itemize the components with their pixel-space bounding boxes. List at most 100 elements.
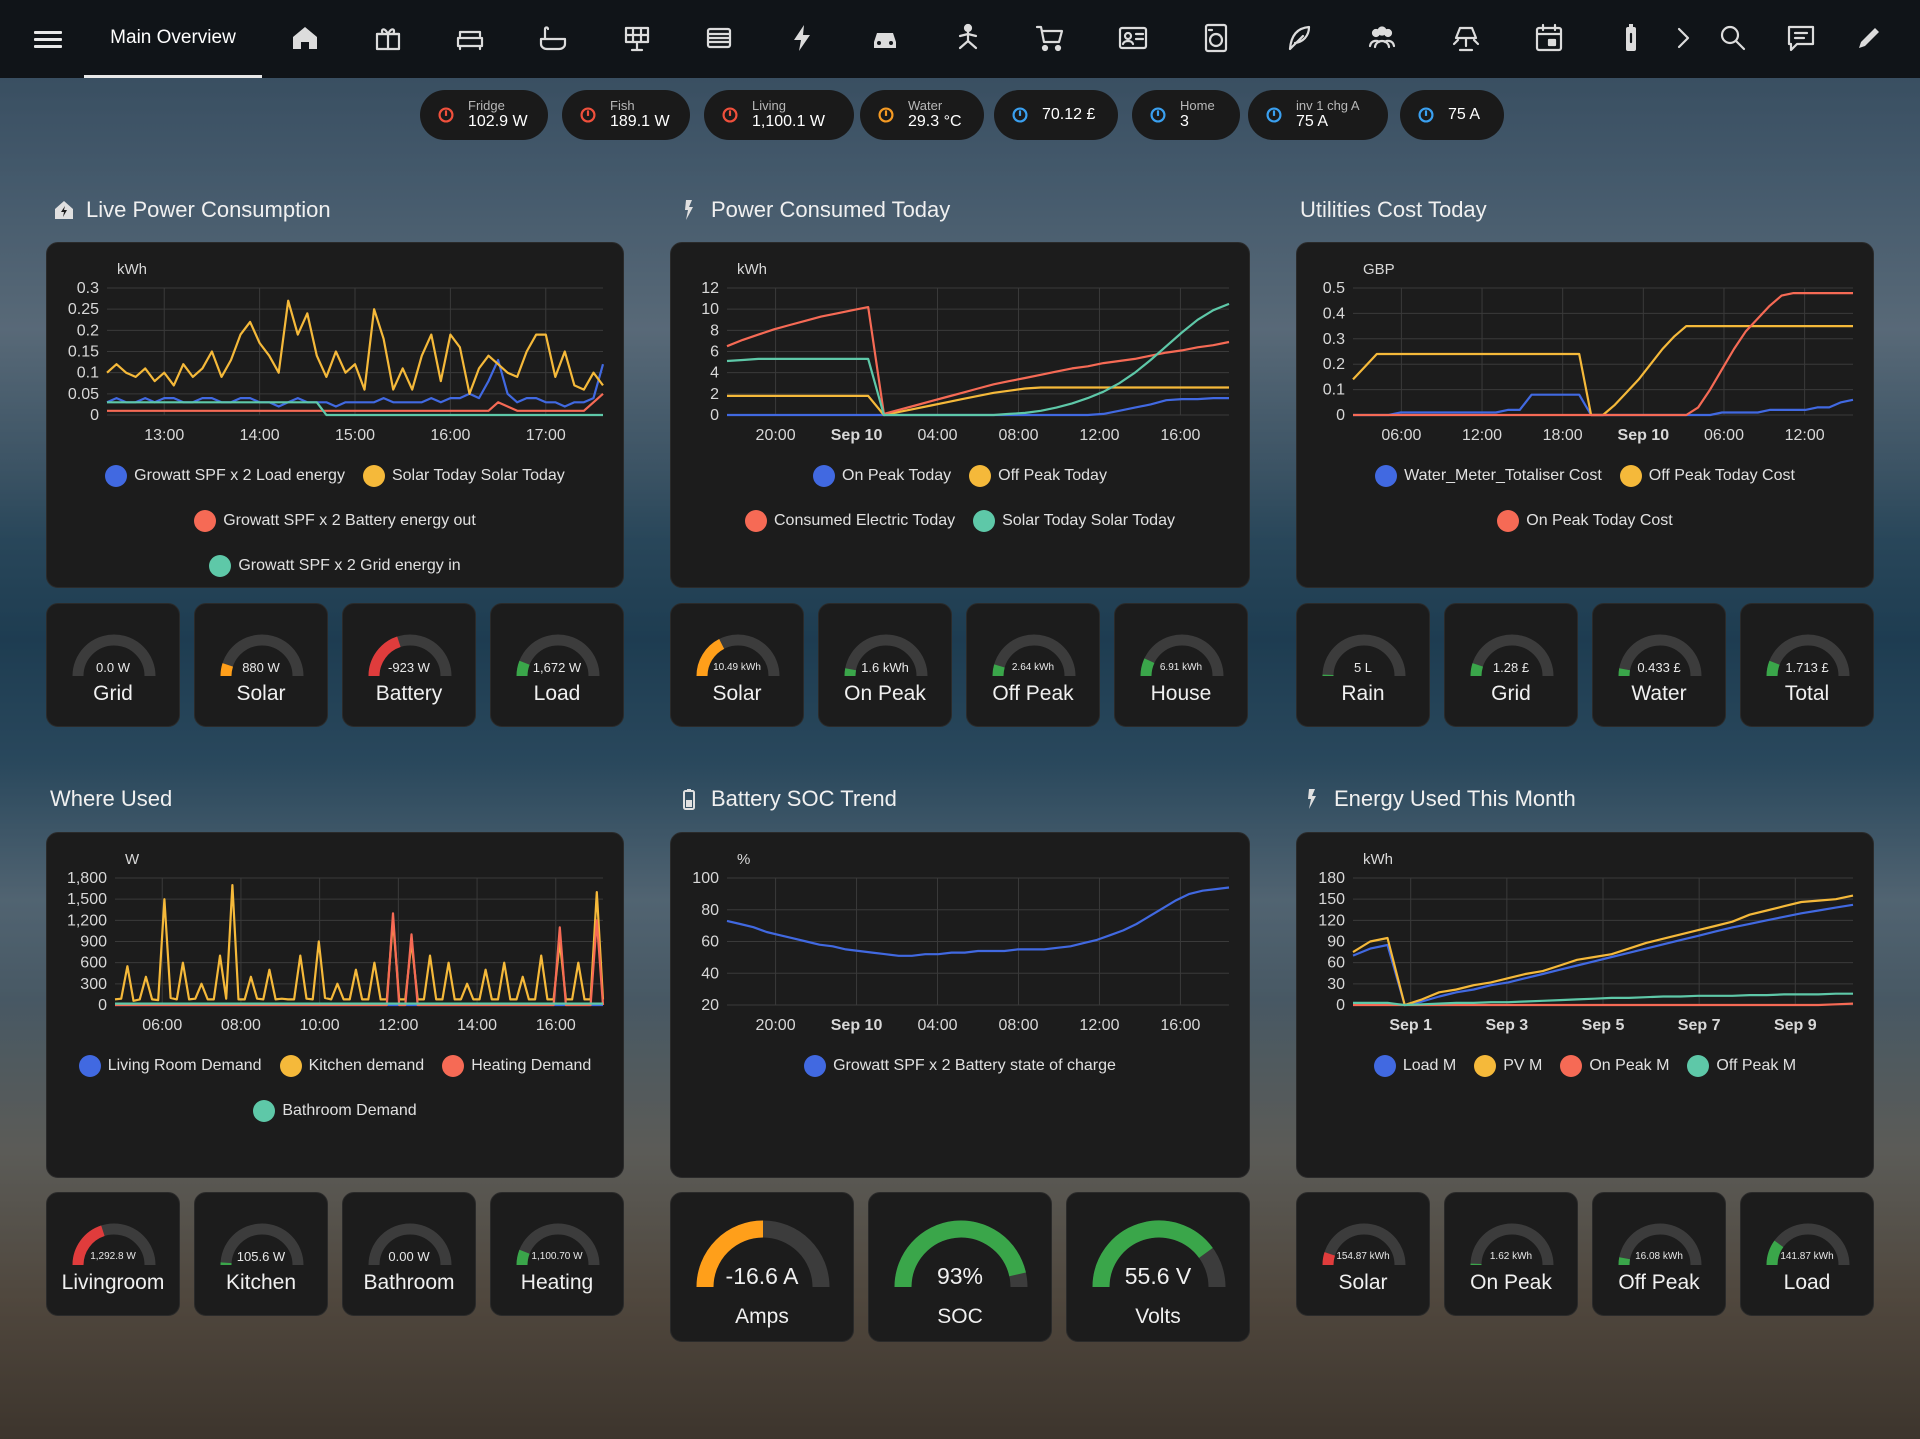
legend-item-off-peak-today[interactable]: Off Peak Today — [969, 465, 1107, 487]
menu-icon[interactable] — [34, 27, 62, 51]
gauge-card-grid[interactable]: 0.0 W Grid — [46, 603, 180, 727]
legend-item-bathroom-demand[interactable]: Bathroom Demand — [253, 1100, 417, 1122]
gauge-card-load[interactable]: 141.87 kWh Load — [1740, 1192, 1874, 1316]
gauge-card-bathroom[interactable]: 0.00 W Bathroom — [342, 1192, 476, 1316]
series-line-water-meter-totaliser-cost[interactable] — [1353, 393, 1854, 417]
gauge-card-kitchen[interactable]: 105.6 W Kitchen — [194, 1192, 328, 1316]
series-line-growatt-spf-x-2-battery-energy-out[interactable] — [107, 392, 604, 412]
legend-label: Heating Demand — [471, 1057, 592, 1074]
legend-item-off-peak-today-cost[interactable]: Off Peak Today Cost — [1619, 465, 1795, 487]
series-line-solar-today-solar-today[interactable] — [726, 302, 1230, 417]
series-line-on-peak-today[interactable] — [727, 397, 1229, 417]
series-line-solar-today-solar-today[interactable] — [106, 299, 604, 395]
legend-item-growatt-spf-x-2-battery-energy-out[interactable]: Growatt SPF x 2 Battery energy out — [194, 510, 476, 532]
chart-today[interactable]: kWh 0 2 4 6 8 10 12 20:00 Sep 10 04:00 08:00 12:00 16… — [671, 243, 1251, 453]
gauge-card-house[interactable]: 6.91 kWh House — [1114, 603, 1248, 727]
home-icon[interactable] — [289, 22, 321, 54]
status-chip-inv-1-chg-a[interactable]: inv 1 chg A 75 A — [1248, 90, 1388, 140]
gauge-card-load[interactable]: 1,672 W Load — [490, 603, 624, 727]
series-line-off-peak-today[interactable] — [727, 386, 1229, 417]
legend-item-consumed-electric-today[interactable]: Consumed Electric Today — [745, 510, 955, 532]
series-line-on-peak-m[interactable] — [1353, 1002, 1854, 1007]
gauge-card-battery[interactable]: -923 W Battery — [342, 603, 476, 727]
legend-item-off-peak-m[interactable]: Off Peak M — [1687, 1055, 1796, 1077]
search-icon[interactable] — [1717, 22, 1749, 54]
series-line-consumed-electric-today[interactable] — [726, 305, 1230, 415]
car-icon[interactable] — [869, 22, 901, 54]
cart-icon[interactable] — [1034, 22, 1066, 54]
pencil-icon[interactable] — [1853, 22, 1885, 54]
battery-icon[interactable] — [1615, 22, 1647, 54]
legend-item-on-peak-today-cost[interactable]: On Peak Today Cost — [1497, 510, 1673, 532]
status-chip-chip-7[interactable]: 75 A — [1400, 90, 1504, 140]
gauge-card-on-peak[interactable]: 1.62 kWh On Peak — [1444, 1192, 1578, 1316]
series-line-off-peak-today-cost[interactable] — [1352, 324, 1853, 417]
status-chip-living[interactable]: Living 1,100.1 W — [704, 90, 854, 140]
status-chip-chip-4[interactable]: 70.12 £ — [994, 90, 1118, 140]
battery-gauge-soc[interactable]: 93% SOC — [868, 1192, 1052, 1342]
legend-item-on-peak-m[interactable]: On Peak M — [1560, 1055, 1669, 1077]
gauge-card-grid[interactable]: 1.28 £ Grid — [1444, 603, 1578, 727]
series-line-load-m[interactable] — [1352, 903, 1854, 1007]
series-line-off-peak-m[interactable] — [1353, 992, 1853, 1007]
radiator-icon[interactable] — [703, 22, 735, 54]
status-chip-fish[interactable]: Fish 189.1 W — [562, 90, 690, 140]
legend-item-growatt-spf-x-2-load-energy[interactable]: Growatt SPF x 2 Load energy — [105, 465, 345, 487]
grid-table-icon[interactable] — [621, 22, 653, 54]
gauge-card-heating[interactable]: 1,100.70 W Heating — [490, 1192, 624, 1316]
series-line-growatt-spf-x-2-battery-state-of-charge[interactable] — [726, 886, 1230, 957]
lamp-icon[interactable] — [1450, 22, 1482, 54]
chart-month[interactable]: kWh 0 30 60 90 120 150 180 Sep 1 Sep 3 Sep 5 Sep 7 S… — [1297, 833, 1875, 1043]
gauge-card-off-peak[interactable]: 2.64 kWh Off Peak — [966, 603, 1100, 727]
gauge-card-water[interactable]: 0.433 £ Water — [1592, 603, 1726, 727]
series-line-pv-m[interactable] — [1352, 894, 1854, 1007]
gauge-card-solar[interactable]: 154.87 kWh Solar — [1296, 1192, 1430, 1316]
legend-item-on-peak-today[interactable]: On Peak Today — [813, 465, 951, 487]
legend-item-growatt-spf-x-2-battery-state-of-charge[interactable]: Growatt SPF x 2 Battery state of charge — [804, 1055, 1116, 1077]
feather-icon[interactable] — [1283, 22, 1315, 54]
gauge-card-rain[interactable]: 5 L Rain — [1296, 603, 1430, 727]
gauge-card-solar[interactable]: 10.49 kWh Solar — [670, 603, 804, 727]
y-tick-label: 0.1 — [1323, 382, 1345, 399]
legend-item-solar-today-solar-today[interactable]: Solar Today Solar Today — [973, 510, 1175, 532]
legend-item-solar-today-solar-today[interactable]: Solar Today Solar Today — [362, 465, 565, 487]
gauge-card-solar[interactable]: 880 W Solar — [194, 603, 328, 727]
people-icon[interactable] — [1366, 22, 1398, 54]
series-line-kitchen-demand[interactable] — [114, 883, 605, 1002]
gauge-card-total[interactable]: 1.713 £ Total — [1740, 603, 1874, 727]
status-chip-water[interactable]: Water 29.3 °C — [860, 90, 984, 140]
washer-icon[interactable] — [1200, 22, 1232, 54]
calendar-icon[interactable] — [1533, 22, 1565, 54]
legend-item-pv-m[interactable]: PV M — [1474, 1055, 1542, 1077]
lightning-icon[interactable] — [786, 22, 818, 54]
section-title-today: Power Consumed Today — [677, 197, 950, 223]
sofa-icon[interactable] — [454, 22, 486, 54]
series-line-heating-demand[interactable] — [115, 912, 605, 1007]
legend-item-growatt-spf-x-2-grid-energy-in[interactable]: Growatt SPF x 2 Grid energy in — [209, 555, 461, 577]
tab-main-overview[interactable]: Main Overview — [84, 0, 262, 78]
battery-gauge-amps[interactable]: -16.6 A Amps — [670, 1192, 854, 1342]
chart-cost[interactable]: GBP 0 0.1 0.2 0.3 0.4 0.5 06:00 12:00 18:00 Sep 10… — [1297, 243, 1875, 453]
chat-icon[interactable] — [1785, 22, 1817, 54]
chart-live[interactable]: kWh 0 0.05 0.1 0.15 0.2 0.25 0.3 13:00 14:00 15:00… — [47, 243, 625, 453]
legend-item-heating-demand[interactable]: Heating Demand — [442, 1055, 591, 1077]
legend-item-water-meter-totaliser-cost[interactable]: Water_Meter_Totaliser Cost — [1375, 465, 1602, 487]
legend-item-living-room-demand[interactable]: Living Room Demand — [78, 1055, 262, 1077]
status-chip-home[interactable]: Home 3 — [1132, 90, 1240, 140]
bathtub-icon[interactable] — [537, 22, 569, 54]
chart-soc[interactable]: % 20 40 60 80 100 20:00 Sep 10 04:00 08:00 12:00 16… — [671, 833, 1251, 1043]
gauge-card-on-peak[interactable]: 1.6 kWh On Peak — [818, 603, 952, 727]
battery-gauge-volts[interactable]: 55.6 V Volts — [1066, 1192, 1250, 1342]
series-line-growatt-spf-x-2-grid-energy-in[interactable] — [107, 401, 603, 417]
chart-where[interactable]: W 0 300 600 900 1,200 1,500 1,800 06:00 08:00 10:0… — [47, 833, 625, 1043]
series-line-on-peak-today-cost[interactable] — [1353, 291, 1853, 417]
chevron-right-icon[interactable] — [1667, 22, 1699, 54]
legend-item-load-m[interactable]: Load M — [1373, 1055, 1456, 1077]
meditation-icon[interactable] — [952, 22, 984, 54]
status-chip-fridge[interactable]: Fridge 102.9 W — [420, 90, 548, 140]
contact-card-icon[interactable] — [1117, 22, 1149, 54]
gift-icon[interactable] — [372, 22, 404, 54]
legend-item-kitchen-demand[interactable]: Kitchen demand — [279, 1055, 424, 1077]
gauge-card-livingroom[interactable]: 1,292.8 W Livingroom — [46, 1192, 180, 1316]
gauge-card-off-peak[interactable]: 16.08 kWh Off Peak — [1592, 1192, 1726, 1316]
